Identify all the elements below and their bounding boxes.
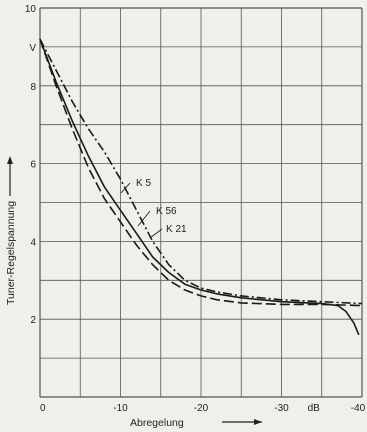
series-leader-line [137,210,151,227]
series-leader-line [149,228,163,239]
y-tick-label: 6 [30,160,36,171]
y-tick-label: 8 [30,82,36,93]
x-tick-label: -10 [113,403,128,414]
series-leader-line [120,182,131,194]
series-layer [39,38,363,336]
grid [39,7,363,398]
label-layer: 0 -10 -20 -30 -40 dB 2 4 6 8 10 V Abregelung Tuner-Re… [5,4,366,429]
series-line-k5 [39,38,363,305]
x-axis-title: Abregelung [130,417,184,429]
series-label: K 5 [136,178,151,189]
x-axis-arrowhead [254,419,262,425]
series-line-k21 [39,38,363,307]
y-unit-label: V [29,43,36,54]
y-axis-title: Tuner-Regelspannung [5,201,17,305]
x-tick-label: -20 [194,403,209,414]
series-line-k56 [39,38,360,336]
y-tick-label: 10 [25,4,37,15]
x-tick-label: 0 [40,403,46,414]
x-unit-label: dB [308,403,321,414]
series-label: K 56 [156,206,177,217]
series-label: K 21 [166,224,187,235]
y-tick-label: 2 [30,315,36,326]
y-axis-arrowhead [7,156,13,164]
x-tick-label: -40 [351,403,366,414]
y-tick-label: 4 [30,237,36,248]
x-tick-label: -30 [274,403,289,414]
